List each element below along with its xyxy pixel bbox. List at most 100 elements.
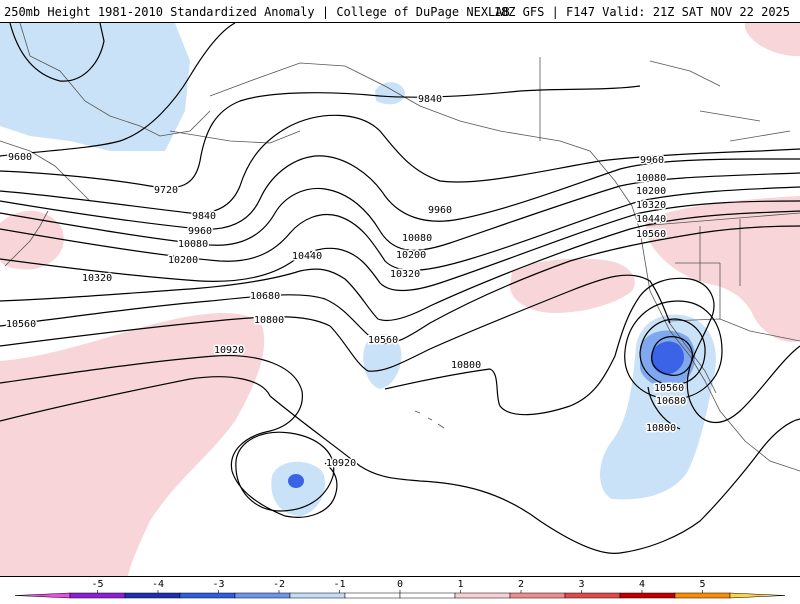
contour-label: 10920 <box>214 345 244 356</box>
contour-label: 9960 <box>188 226 212 237</box>
map-panel: 9600 9720 9840 9960 10080 10200 10320 10… <box>0 22 800 577</box>
contour-label: 10560 <box>368 335 398 346</box>
contour-cut-off-low-mid <box>639 318 706 386</box>
contour-label: 10200 <box>396 250 426 261</box>
contour-label: 9960 <box>428 205 452 216</box>
contour-label: 10680 <box>250 291 280 302</box>
contour-label: 10680 <box>656 396 686 407</box>
map-title: 250mb Height 1981-2010 Standardized Anom… <box>4 5 510 19</box>
contour-label: 9840 <box>192 211 216 222</box>
kamchatka-coastline <box>0 140 91 202</box>
contour-label: 10560 <box>6 319 36 330</box>
contour-10080 <box>0 172 800 251</box>
colorbar-segment <box>124 592 181 599</box>
western-state-lines <box>675 219 741 319</box>
north-america-west-coast <box>631 205 800 472</box>
contour-label: 9840 <box>418 94 442 105</box>
contour-label: 10800 <box>451 360 481 371</box>
contour-label: 10080 <box>178 239 208 250</box>
colorbar-tick-label: 5 <box>699 579 705 590</box>
contour-label: 10320 <box>82 273 112 284</box>
colorbar-segment <box>509 592 566 599</box>
contour-10920-inner <box>235 431 335 512</box>
model-run-valid-time: 18Z GFS | F147 Valid: 21Z SAT NOV 22 202… <box>493 5 790 19</box>
arctic-islands <box>649 60 791 142</box>
contour-label: 10920 <box>326 458 356 469</box>
contour-10680 <box>0 274 671 372</box>
contour-label: 10320 <box>390 269 420 280</box>
colorbar-tick-label: 3 <box>578 579 584 590</box>
negative-anomaly-subtropical-core <box>288 474 304 488</box>
positive-anomaly-west-pacific-south <box>0 313 265 576</box>
positive-anomaly-western-us <box>645 196 800 342</box>
contour-label: 10440 <box>636 214 666 225</box>
contour-label: 10080 <box>636 173 666 184</box>
contour-label: 9960 <box>640 155 664 166</box>
colorbar-tick-label: 0 <box>397 579 403 590</box>
positive-anomaly-arctic-canada <box>744 23 800 57</box>
contour-9840 <box>0 114 800 214</box>
contour-label: 10320 <box>636 200 666 211</box>
colorbar-segment <box>454 592 511 599</box>
contour-label: 9720 <box>154 185 178 196</box>
contour-cut-off-low-inner <box>651 336 693 376</box>
anomaly-colorbar: -5 -4 -3 -2 -1 0 1 2 3 4 5 <box>0 576 800 600</box>
colorbar-segment <box>564 592 621 599</box>
aleutian-chain <box>169 130 301 144</box>
contour-10800 <box>0 277 800 518</box>
colorbar-segment <box>619 592 676 599</box>
contour-label: 10800 <box>254 315 284 326</box>
colorbar-segment <box>399 592 456 599</box>
contour-10440 <box>0 210 800 322</box>
alaska-coastline <box>209 62 633 207</box>
colorbar-tick-label: 4 <box>639 579 645 590</box>
contour-label: 10800 <box>646 423 676 434</box>
negative-anomaly-central-pacific <box>363 333 402 389</box>
contour-9600 <box>0 23 236 157</box>
colorbar-segment <box>289 592 346 599</box>
colorbar-tick-label: 2 <box>518 579 524 590</box>
coastlines <box>0 23 800 472</box>
map-header: 250mb Height 1981-2010 Standardized Anom… <box>0 0 800 22</box>
negative-anomaly-siberia <box>0 23 190 151</box>
contour-east-pacific-bend <box>647 386 681 430</box>
colorbar-segment <box>69 592 126 599</box>
colorbar-segment <box>179 592 236 599</box>
japan-coastline <box>4 210 49 267</box>
height-contours <box>0 23 800 554</box>
colorbar-tick-label: -5 <box>91 579 103 590</box>
negative-anomaly-california-low-core <box>650 341 685 375</box>
us-mexico-border <box>667 318 800 342</box>
us-canada-border <box>639 212 800 227</box>
colorbar-segment <box>729 592 786 599</box>
contour-labels: 9600 9720 9840 9960 10080 10200 10320 10… <box>5 93 688 471</box>
contour-10560 <box>0 225 800 345</box>
map-svg: 9600 9720 9840 9960 10080 10200 10320 10… <box>0 23 800 576</box>
contour-label: 10080 <box>402 233 432 244</box>
contour-10920 <box>0 376 800 554</box>
negative-anomaly-alaska-gulf <box>375 82 405 105</box>
contour-9960 <box>0 155 800 230</box>
contour-label: 10560 <box>636 229 666 240</box>
colorbar-segment <box>344 592 401 599</box>
colorbar-segment <box>234 592 291 599</box>
contour-label: 10560 <box>654 383 684 394</box>
hawaii-islands <box>414 410 445 429</box>
contour-siberia-low <box>9 23 105 82</box>
colorbar-tick-label: -1 <box>333 579 345 590</box>
colorbar-tick-label: -2 <box>273 579 285 590</box>
contour-label: 9600 <box>8 152 32 163</box>
contour-label: 10200 <box>636 186 666 197</box>
contour-10200 <box>0 186 800 271</box>
contour-10320 <box>0 200 800 292</box>
colorbar-tick-label: -4 <box>152 579 164 590</box>
contour-label: 10440 <box>292 251 322 262</box>
contour-9720 <box>0 85 641 189</box>
contour-label: 10200 <box>168 255 198 266</box>
colorbar-segment <box>14 592 71 599</box>
colorbar-tick-label: -3 <box>212 579 224 590</box>
colorbar-tick-label: 1 <box>457 579 463 590</box>
colorbar-svg: -5 -4 -3 -2 -1 0 1 2 3 4 5 <box>14 579 786 599</box>
colorbar-segment <box>674 592 731 599</box>
